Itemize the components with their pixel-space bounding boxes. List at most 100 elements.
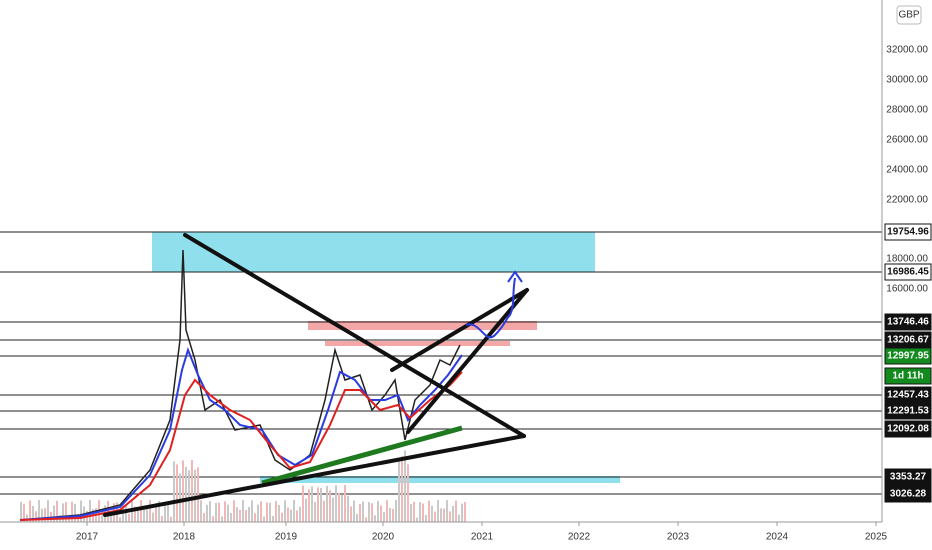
resistance-zone — [152, 232, 595, 272]
volume-bar — [437, 500, 439, 522]
volume-bar — [257, 504, 259, 522]
volume-bar — [23, 503, 25, 522]
volume-bar — [140, 500, 142, 522]
price-label: 28000.00 — [886, 105, 928, 116]
price-tag: 13206.67 — [887, 335, 929, 346]
time-label: 2025 — [865, 532, 888, 543]
volume-bar — [248, 507, 250, 522]
volume-bar — [203, 512, 205, 522]
volume-bar — [179, 473, 181, 522]
support-zone — [260, 476, 620, 483]
volume-bar — [233, 500, 235, 522]
volume-bar — [65, 502, 67, 522]
volume-bar — [182, 460, 184, 522]
volume-bar — [224, 501, 226, 522]
volume-bar — [272, 516, 274, 522]
volume-bar — [125, 504, 127, 522]
volume-bar — [356, 513, 358, 522]
volume-bar — [443, 508, 445, 522]
volume-bar — [260, 501, 262, 522]
ma-fast — [19, 346, 463, 521]
volume-bar — [407, 464, 409, 522]
volume-bar — [167, 502, 169, 522]
volume-bar — [29, 500, 31, 522]
volume-bar — [41, 508, 43, 522]
volume-bar — [461, 503, 463, 522]
trendline — [103, 434, 526, 517]
volume-bar — [215, 502, 217, 522]
price-tag-bg — [884, 223, 932, 241]
volume-bar — [341, 494, 343, 522]
volume-bar — [458, 514, 460, 522]
volume-bar — [380, 505, 382, 522]
time-label: 2020 — [372, 532, 395, 543]
volume-bar — [146, 507, 148, 522]
trendline — [406, 288, 529, 434]
volume-bar — [149, 500, 151, 522]
pink-zone-small — [325, 341, 510, 346]
volume-bar — [80, 500, 82, 522]
volume-bar — [137, 510, 139, 522]
volume-bar — [383, 512, 385, 522]
volume-bar — [176, 464, 178, 522]
volume-bar — [128, 513, 130, 522]
volume-bar — [218, 502, 220, 522]
volume-bar — [392, 508, 394, 522]
volume-bar — [446, 500, 448, 522]
volume-bar — [281, 512, 283, 522]
price-tag-bg — [884, 367, 932, 385]
trendline — [183, 233, 526, 438]
volume-bar — [326, 485, 328, 522]
volume-bar — [317, 487, 319, 522]
volume-bar — [386, 500, 388, 522]
price-tag-bg — [884, 347, 932, 365]
volume-bar — [236, 507, 238, 522]
axes: 32000.00 30000.00 28000.00 26000.00 24000.00… — [76, 45, 932, 543]
time-label: 2018 — [173, 532, 196, 543]
time-label: 2021 — [471, 532, 494, 543]
volume-bar — [119, 517, 121, 522]
volume-bar — [44, 508, 46, 522]
currency[interactable]: GBP — [898, 10, 919, 21]
volume-bar — [353, 500, 355, 522]
volume-bar — [38, 500, 40, 522]
volume-bar — [56, 500, 58, 522]
volume-bar — [338, 492, 340, 522]
volume-bar — [404, 450, 406, 522]
volume-bar — [239, 509, 241, 522]
price-tag: 16986.45 — [887, 267, 929, 278]
volume-bar — [455, 500, 457, 522]
price-tag: 3026.28 — [890, 489, 927, 500]
volume-bar — [173, 461, 175, 522]
volume-bar — [263, 516, 265, 522]
trendlines — [103, 233, 529, 517]
volume-bar — [422, 503, 424, 522]
volume-bar — [428, 500, 430, 522]
price-label: 18000.00 — [886, 254, 928, 265]
volume-bar — [308, 489, 310, 522]
time-label: 2017 — [76, 532, 99, 543]
price-tag-bg — [884, 485, 932, 503]
volume-bar — [293, 500, 295, 522]
volume-bar — [296, 510, 298, 522]
volume-bar — [230, 513, 232, 522]
volume-bar — [452, 505, 454, 522]
volume-bar — [374, 515, 376, 522]
volume-bar — [188, 470, 190, 522]
volume-bar — [200, 500, 202, 522]
currency-badge[interactable] — [896, 5, 922, 25]
volume-bar — [275, 501, 277, 522]
volume-bar — [101, 512, 103, 522]
volume-bar — [161, 515, 163, 522]
time-label: 2024 — [766, 532, 789, 543]
volume-bar — [332, 497, 334, 522]
volume-bar — [389, 508, 391, 522]
price — [19, 249, 461, 521]
volume-bar — [32, 506, 34, 522]
price-tag: 3353.27 — [890, 472, 927, 483]
price-label: 24000.00 — [886, 165, 928, 176]
volume-bar — [170, 516, 172, 522]
volume-bar — [26, 514, 28, 522]
